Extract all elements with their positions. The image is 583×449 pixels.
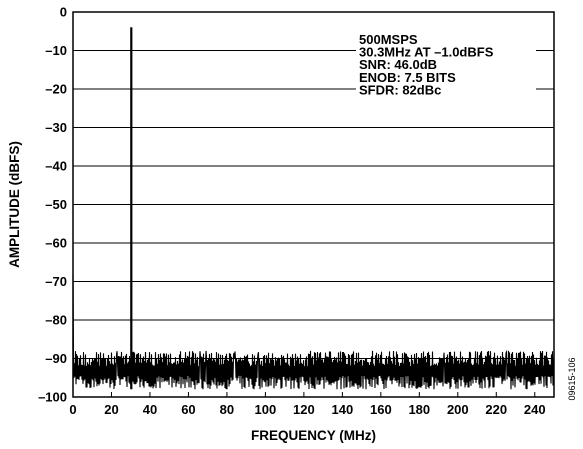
y-tick-label: –20 [45,82,67,97]
x-tick-label: 160 [370,402,392,417]
figure-id: 09615-106 [567,357,577,400]
annotation-line: SNR: 46.0dB [359,57,437,72]
grid-lines [73,50,554,359]
y-tick-label: –70 [45,274,67,289]
x-tick-label: 20 [104,402,118,417]
annotation-box [356,32,536,99]
x-tick-label: 200 [447,402,469,417]
y-tick-label: –90 [45,351,67,366]
annotation-background [356,32,536,99]
annotation-line: ENOB: 7.5 BITS [359,70,456,85]
y-tick-label: –30 [45,120,67,135]
spectrum-trace [72,27,555,390]
y-tick-label: –80 [45,313,67,328]
annotation-line: SFDR: 82dBc [359,82,441,97]
annotation-line: 30.3MHz AT –1.0dBFS [359,45,494,60]
y-tick-label: –60 [45,236,67,251]
y-tick-label: –10 [45,43,67,58]
x-tick-label: 40 [143,402,157,417]
x-tick-label: 140 [332,402,354,417]
plot-frame [72,11,555,398]
y-tick-label: –100 [38,390,67,405]
x-tick-label: 0 [69,402,76,417]
y-tick-label: 0 [60,5,67,20]
spectrum-line [72,27,555,390]
y-axis-title: AMPLITUDE (dBFS) [7,141,22,268]
x-axis-title: FREQUENCY (MHz) [251,428,376,443]
y-tick-label: –50 [45,197,67,212]
x-tick-label: 120 [293,402,315,417]
x-tick-label: 240 [524,402,546,417]
x-tick-label: 100 [255,402,277,417]
x-tick-label: 220 [485,402,507,417]
y-axis-ticks: 0 –10 –20 –30 –40 –50 –60 –70 –80 –90 –100 [38,5,67,405]
y-tick-label: –40 [45,159,67,174]
x-tick-label: 60 [181,402,195,417]
x-tick-label: 80 [220,402,234,417]
x-axis-ticks: 0 20 40 60 80 100 120 140 160 180 200 220 240 [69,392,546,417]
x-tick-label: 180 [408,402,430,417]
annotation-line: 500MSPS [359,32,418,47]
